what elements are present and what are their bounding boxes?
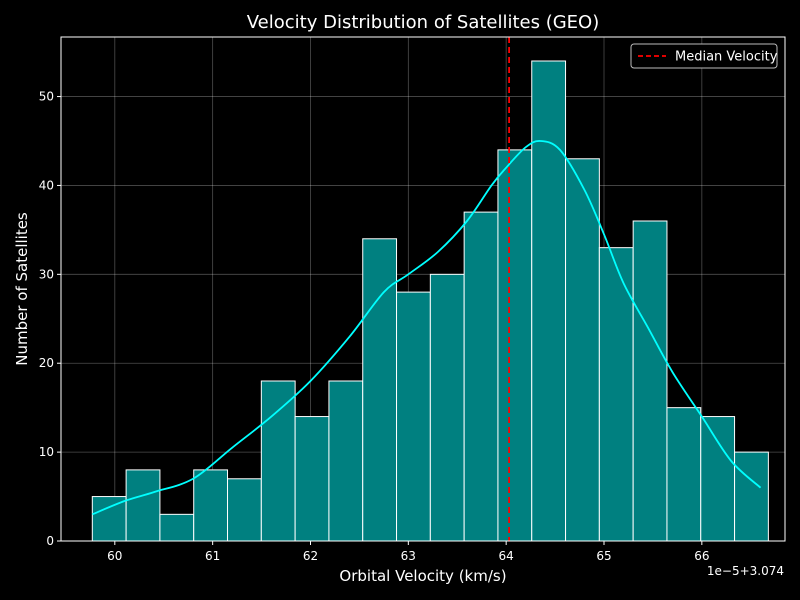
y-tick-label: 0 [46,534,54,548]
x-tick-label: 62 [303,549,318,563]
x-tick-label: 61 [205,549,220,563]
legend-median-label: Median Velocity [675,50,778,65]
x-tick-label: 60 [107,549,122,563]
x-tick-label: 66 [694,549,709,563]
histogram-bar [227,478,262,542]
x-axis-ticks: 60 61 62 63 64 65 66 [107,541,709,563]
histogram-bar [260,380,296,542]
histogram-bar [700,416,736,542]
histogram-bar [294,416,330,542]
x-axis-offset-label: 1e−5+3.074 [707,564,784,578]
legend: Median Velocity [630,43,778,69]
histogram-bar [463,211,499,542]
histogram-bar [632,220,668,542]
chart-title: Velocity Distribution of Satellites (GEO… [247,12,600,33]
y-axis-ticks: 0 10 20 30 40 50 [39,90,61,548]
y-axis-label: Number of Satellites [13,212,31,366]
y-tick-label: 50 [39,90,54,104]
x-tick-label: 65 [596,549,611,563]
histogram-bar [125,469,161,542]
histogram-bar [666,407,702,542]
histogram-bar [362,238,398,542]
histogram-bar [396,291,431,542]
histogram-bars [91,60,769,542]
histogram-bar [598,247,634,542]
y-tick-label: 10 [39,445,54,459]
kde-layer [91,140,762,516]
y-tick-label: 30 [39,267,54,281]
histogram-bar [193,469,229,542]
histogram-bar [497,149,533,542]
histogram-bar [734,451,769,542]
histogram-bar [328,380,364,542]
x-axis-label: Orbital Velocity (km/s) [339,567,506,585]
plot-frame [60,36,786,542]
x-tick-label: 64 [499,549,514,563]
histogram-bar [429,273,465,542]
y-tick-label: 40 [39,178,54,192]
histogram-bar [565,158,600,542]
legend-box [630,43,778,69]
kde-curve [91,140,762,516]
histogram-bar [159,513,195,542]
histogram-bar [531,60,567,542]
x-tick-label: 63 [401,549,416,563]
y-tick-label: 20 [39,356,54,370]
